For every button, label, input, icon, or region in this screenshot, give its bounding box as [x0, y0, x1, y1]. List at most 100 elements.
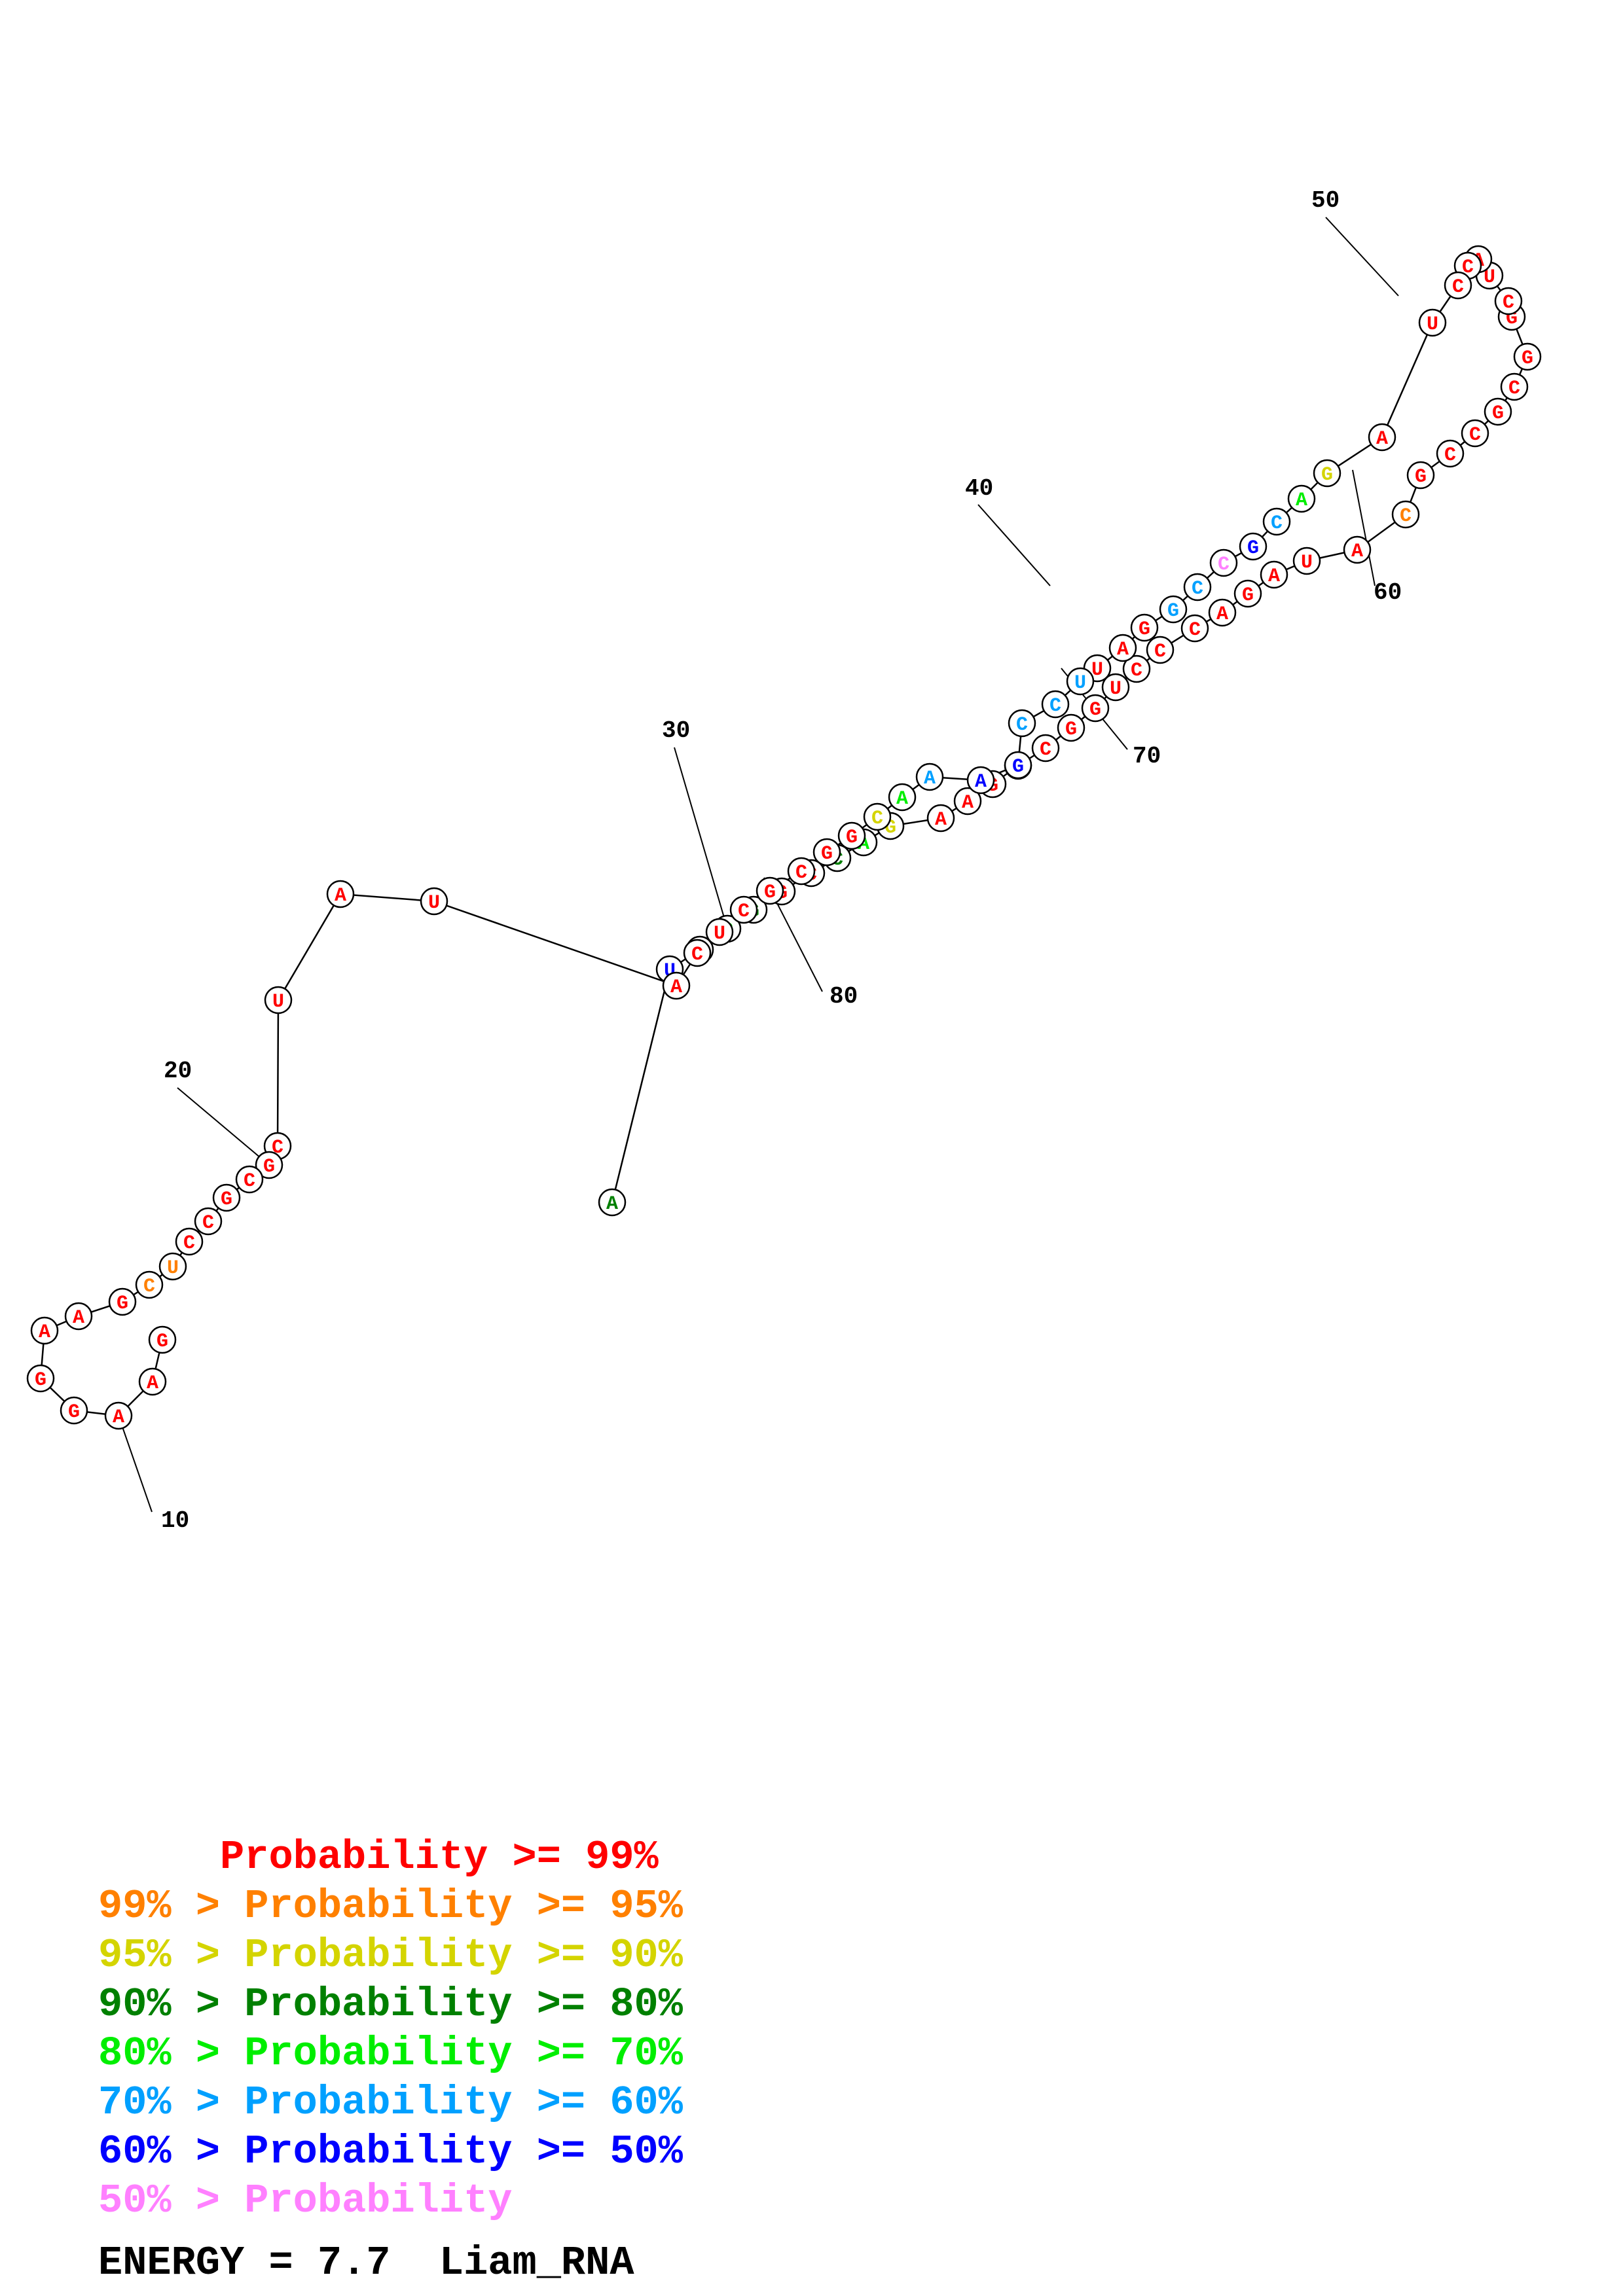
position-label-80: 80 [830, 983, 858, 1010]
nucleotide-letter: G [1167, 600, 1179, 622]
nucleotide-letter: G [1321, 464, 1333, 486]
nucleotide-circle [64, 1302, 93, 1331]
nucleotide-letter: C [738, 901, 750, 923]
nucleotide: A [64, 1302, 93, 1331]
nucleotide: C [787, 857, 816, 886]
nucleotide-letter: G [1492, 403, 1504, 425]
nucleotide: G [1057, 713, 1085, 742]
nucleotide: C [1122, 655, 1151, 683]
nucleotide: A [138, 1367, 167, 1396]
nucleotide-letter: G [1089, 699, 1101, 721]
nucleotide: U [264, 986, 293, 1014]
nucleotide-letter: G [1522, 348, 1533, 370]
nucleotide: G [148, 1325, 177, 1354]
nucleotide-circle [1444, 271, 1472, 300]
nucleotide-circle [26, 1364, 55, 1393]
legend-line-3: 95% > Probability >= 90% [98, 1932, 683, 1979]
nucleotide-circle [1146, 636, 1175, 664]
nucleotide-letter: A [147, 1372, 158, 1395]
nucleotide: C [175, 1227, 204, 1256]
nucleotide-circle [598, 1188, 627, 1217]
position-label-30: 30 [662, 717, 690, 744]
nucleotide-letter: G [1012, 756, 1024, 778]
nucleotide-circle [1500, 372, 1529, 401]
nucleotide-circle [138, 1367, 167, 1396]
nucleotide-circle [212, 1183, 241, 1212]
nucleotide-letter: G [846, 827, 858, 849]
nucleotide: A [888, 783, 917, 812]
nucleotide: G [1484, 397, 1512, 426]
nucleotide-circle [1233, 579, 1262, 608]
nucleotide-circle [1260, 560, 1288, 589]
nucleotide-circle [1262, 507, 1291, 536]
nucleotide-circle [1391, 500, 1420, 529]
nucleotide-letter: A [73, 1307, 84, 1329]
nucleotide-letter: U [167, 1257, 179, 1280]
nucleotide-letter: U [1110, 678, 1122, 700]
nucleotide: C [1180, 614, 1209, 643]
nucleotide-letter: C [143, 1276, 155, 1298]
nucleotide-letter: A [606, 1193, 618, 1215]
nucleotide: G [1159, 595, 1188, 624]
nucleotide-circle [1292, 547, 1321, 575]
nucleotide-circle [1004, 751, 1032, 780]
legend-line-8: 50% > Probability [98, 2178, 513, 2224]
nucleotide: C [1262, 507, 1291, 536]
nucleotide: G [812, 838, 841, 867]
nucleotide-letter: C [1503, 292, 1514, 314]
position-label-50: 50 [1311, 187, 1340, 214]
nucleotide-letter: C [795, 862, 807, 884]
nucleotide-letter: U [714, 923, 725, 945]
nucleotide: A [1287, 484, 1316, 513]
nucleotide: G [212, 1183, 241, 1212]
nucleotide-letter: G [1247, 537, 1259, 560]
nucleotide: U [420, 887, 448, 916]
nucleotide: G [1239, 532, 1267, 561]
nucleotide: C [729, 895, 758, 924]
energy-label: ENERGY = 7.7 Liam_RNA [98, 2240, 634, 2286]
nucleotide: A [104, 1401, 133, 1430]
nucleotide-circle [1066, 667, 1095, 696]
nucleotide-letter: G [156, 1331, 168, 1353]
nucleotide-letter: A [1296, 490, 1307, 512]
nucleotide: A [1108, 634, 1137, 662]
nucleotide-letter: C [1462, 257, 1474, 279]
nucleotide: G [1081, 694, 1110, 723]
nucleotide-letter: C [1131, 660, 1142, 682]
label-leader-line [977, 504, 1051, 586]
nucleotide-letter: C [1452, 276, 1464, 298]
nucleotide-circle [1239, 532, 1267, 561]
nucleotide: A [1368, 423, 1396, 452]
nucleotide: C [235, 1165, 264, 1194]
nucleotide-circle [729, 895, 758, 924]
position-label-40: 40 [965, 475, 993, 502]
nucleotide: G [1513, 342, 1542, 371]
label-leader-line [118, 1415, 153, 1513]
nucleotide-circle [135, 1270, 164, 1299]
position-labels: 10 20 30 40 50 60 70 80 [161, 187, 1402, 1534]
nucleotide: C [1500, 372, 1529, 401]
nucleotide-circle [1041, 690, 1070, 719]
nucleotide: G [1233, 579, 1262, 608]
nucleotide: C [1391, 500, 1420, 529]
nucleotide: A [926, 804, 955, 833]
nucleotide-letter: U [1091, 659, 1103, 681]
nucleotide-circle [1180, 614, 1209, 643]
nucleotide-circle [420, 887, 448, 916]
nucleotide: C [1041, 690, 1070, 719]
nucleotide-letter: C [1016, 714, 1028, 736]
nucleotide-letter: C [202, 1212, 214, 1234]
nucleotide-letter: C [1189, 619, 1201, 641]
nucleotide-circle [1159, 595, 1188, 624]
nucleotide: U [158, 1252, 187, 1281]
nucleotide: A [966, 766, 995, 795]
nucleotide: C [1031, 734, 1060, 762]
nucleotide-circle [255, 1151, 283, 1179]
nucleotide: A [1343, 535, 1372, 564]
nucleotide: C [1146, 636, 1175, 664]
nucleotide-letter: A [1268, 565, 1280, 588]
nucleotide: C [135, 1270, 164, 1299]
position-label-10: 10 [161, 1507, 189, 1534]
nucleotides: AUGCGGCCAGAAGCCGGUCCCAGAUACGCCGCGGCUACCU… [26, 245, 1542, 1430]
nucleotide: C [1494, 287, 1523, 315]
